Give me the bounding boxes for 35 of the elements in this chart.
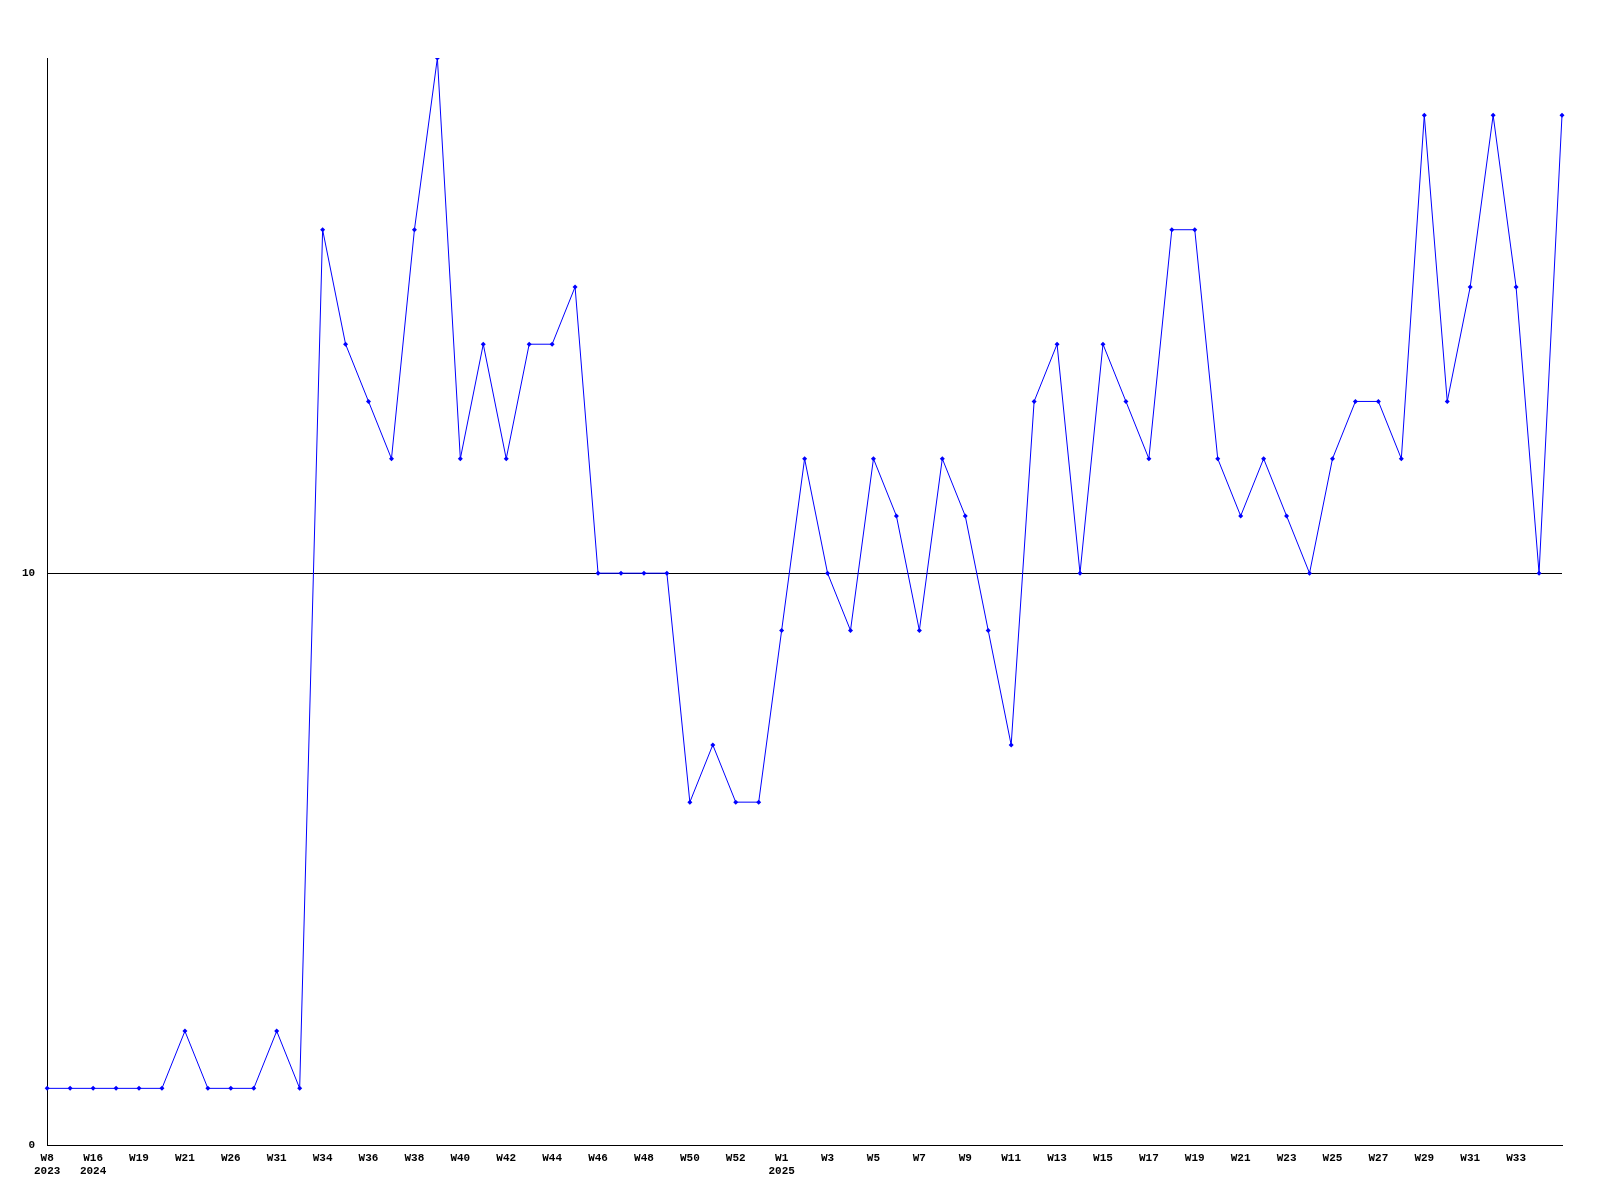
- x-tick-label: W21: [1230, 1151, 1251, 1164]
- x-tick-label: W52: [725, 1151, 746, 1164]
- x-tick-label: W48: [634, 1151, 655, 1164]
- x-tick-label: W19: [1184, 1151, 1205, 1164]
- x-tick-label: W26: [220, 1151, 241, 1164]
- x-tick-label: W9: [958, 1151, 972, 1164]
- x-tick-label: W31: [1460, 1151, 1481, 1164]
- x-tick-label: W3: [820, 1151, 835, 1164]
- x-tick-label: W36: [358, 1151, 379, 1164]
- x-tick-label: W33: [1506, 1151, 1527, 1164]
- x-tick-label: W44: [542, 1151, 563, 1164]
- x-tick-label: W34: [312, 1151, 333, 1164]
- x-tick-label: W27: [1368, 1151, 1389, 1164]
- x-tick-label: W11: [1001, 1151, 1022, 1164]
- x-tick-label: W5: [866, 1151, 881, 1164]
- x-tick-label: W25: [1322, 1151, 1343, 1164]
- x-tick-label: W42: [496, 1151, 517, 1164]
- x-tick-label: W17: [1138, 1151, 1159, 1164]
- x-tick-label: W13: [1047, 1151, 1068, 1164]
- x-tick-label: W21: [175, 1151, 196, 1164]
- y-tick-label: 10: [22, 566, 36, 579]
- x-tick-label: W15: [1093, 1151, 1114, 1164]
- x-tick-label: W1 2025: [768, 1151, 796, 1178]
- x-tick-label: W29: [1414, 1151, 1435, 1164]
- x-tick-label: W8 2023: [34, 1151, 61, 1178]
- x-tick-label: W16 2024: [79, 1151, 107, 1178]
- x-tick-label: W23: [1276, 1151, 1297, 1164]
- x-tick-label: W46: [588, 1151, 608, 1164]
- x-tick-label: W7: [912, 1151, 926, 1164]
- x-tick-label: W19: [129, 1151, 149, 1164]
- y-tick-label: 0: [28, 1139, 36, 1152]
- x-tick-label: W31: [266, 1151, 288, 1164]
- x-tick-label: W38: [404, 1151, 425, 1164]
- x-tick-label: W50: [679, 1151, 700, 1164]
- x-tick-label: W40: [450, 1151, 471, 1164]
